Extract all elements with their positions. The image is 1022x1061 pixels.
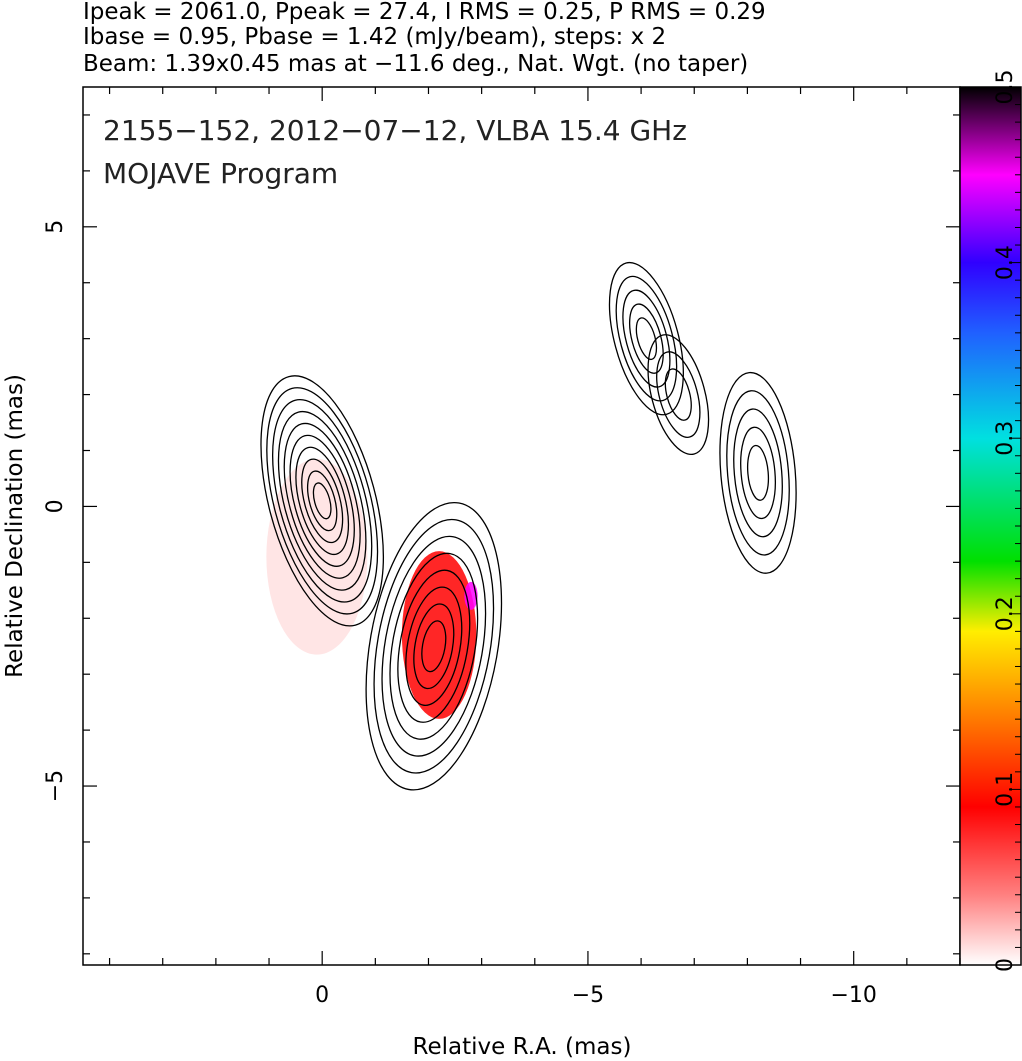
- contour-knot-a-level-5: [635, 317, 658, 361]
- contour-knot-c-level-4: [740, 426, 776, 520]
- y-tick-label: −5: [43, 770, 68, 802]
- contours-inner-jet: [365, 501, 503, 791]
- contour-layer: [260, 261, 797, 791]
- contour-core-level-10: [312, 482, 332, 520]
- contour-inner-jet-level-1: [365, 501, 503, 791]
- header-line-2: Ibase = 0.95, Pbase = 1.42 (mJy/beam), s…: [83, 24, 667, 50]
- y-axis-title: Relative Declination (mas): [2, 374, 28, 678]
- header-line-3: Beam: 1.39x0.45 mas at −11.6 deg., Nat. …: [83, 51, 749, 77]
- jet-polarization: [401, 551, 477, 719]
- contour-knot-b-level-3: [664, 368, 692, 421]
- colorbar-tick-label: 0.1: [993, 772, 1018, 807]
- contour-core-level-2: [266, 387, 379, 615]
- colorbar-tick-label: 0.4: [993, 245, 1018, 280]
- contour-core-level-5: [283, 422, 361, 579]
- contour-inner-jet-level-2: [373, 518, 495, 774]
- colorbar: [959, 86, 1022, 966]
- contours-knot-c: [719, 371, 797, 574]
- contours-knot-a: [608, 261, 684, 416]
- plot-frame: [82, 86, 961, 966]
- colorbar-tick-label: 0.5: [993, 70, 1018, 105]
- contour-knot-a-level-3: [622, 289, 671, 388]
- contour-core-level-9: [306, 470, 338, 532]
- axis-ticks: 0 −5 −10 5 0 −5 0 0.1 0.2 0.3 0.4 0.5: [43, 70, 1021, 1008]
- colorbar-tick-label: 0.2: [993, 596, 1018, 631]
- contour-knot-b-level-2: [656, 351, 701, 438]
- plot-subtitle: MOJAVE Program: [103, 157, 338, 190]
- contour-core-level-6: [289, 434, 355, 567]
- contour-core-level-1: [260, 375, 385, 627]
- x-tick-label: 0: [315, 983, 329, 1008]
- contours-knot-b: [647, 334, 710, 456]
- contour-inner-jet-level-8: [421, 620, 447, 673]
- contour-knot-b-level-1: [647, 334, 710, 456]
- y-tick-label: 5: [43, 220, 68, 234]
- contour-knot-c-level-2: [726, 390, 790, 556]
- contour-inner-jet-level-7: [413, 603, 455, 690]
- header-line-1: Ipeak = 2061.0, Ppeak = 27.4, I RMS = 0.…: [83, 0, 766, 25]
- contour-knot-c-level-5: [746, 444, 770, 501]
- x-tick-label: −5: [572, 983, 604, 1008]
- y-tick-label: 0: [43, 499, 68, 513]
- contour-inner-jet-level-3: [381, 535, 487, 757]
- contour-knot-a-level-1: [608, 261, 684, 416]
- contour-inner-jet-level-6: [405, 586, 463, 707]
- contour-core-level-8: [301, 458, 344, 544]
- contour-core-level-3: [271, 398, 373, 603]
- contour-knot-c-level-3: [733, 408, 783, 538]
- contour-inner-jet-level-4: [389, 552, 479, 740]
- x-tick-label: −10: [830, 983, 876, 1008]
- contour-core-level-4: [277, 410, 367, 591]
- contour-knot-a-level-2: [615, 275, 678, 402]
- x-axis-title: Relative R.A. (mas): [413, 1034, 632, 1060]
- contour-knot-a-level-4: [628, 303, 664, 374]
- contour-knot-c-level-1: [719, 371, 797, 574]
- contour-core-level-7: [295, 446, 350, 556]
- contour-inner-jet-level-5: [397, 569, 471, 723]
- contours-core: [260, 375, 385, 627]
- plot-title: 2155−152, 2012−07−12, VLBA 15.4 GHz: [103, 114, 687, 147]
- colorbar-tick-label: 0: [993, 958, 1018, 972]
- colorbar-tick-label: 0.3: [993, 421, 1018, 456]
